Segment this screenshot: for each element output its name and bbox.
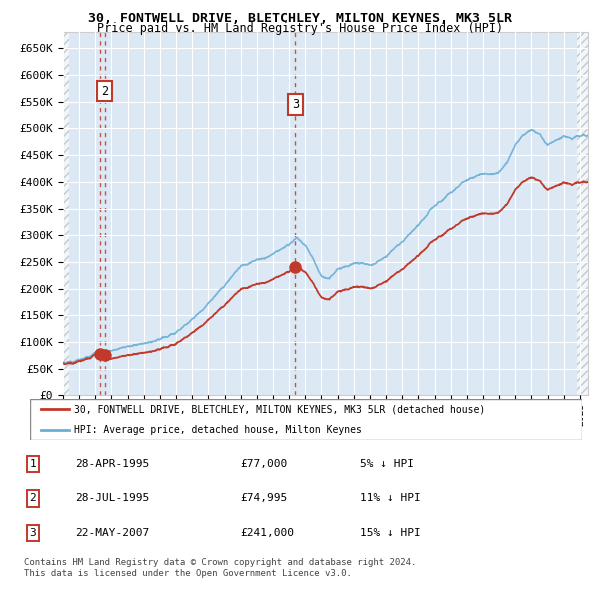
Text: Price paid vs. HM Land Registry's House Price Index (HPI): Price paid vs. HM Land Registry's House … [97,22,503,35]
Text: Contains HM Land Registry data © Crown copyright and database right 2024.
This d: Contains HM Land Registry data © Crown c… [24,558,416,578]
Text: 2: 2 [101,84,108,98]
Text: 30, FONTWELL DRIVE, BLETCHLEY, MILTON KEYNES, MK3 5LR: 30, FONTWELL DRIVE, BLETCHLEY, MILTON KE… [88,12,512,25]
Text: 28-JUL-1995: 28-JUL-1995 [75,493,149,503]
Bar [63,32,68,395]
Text: 3: 3 [292,98,299,111]
Text: 3: 3 [29,527,37,537]
Text: £241,000: £241,000 [240,527,294,537]
Text: 15% ↓ HPI: 15% ↓ HPI [360,527,421,537]
Text: HPI: Average price, detached house, Milton Keynes: HPI: Average price, detached house, Milt… [74,425,362,434]
Text: 1: 1 [29,459,37,469]
Bar [577,32,588,395]
Text: £74,995: £74,995 [240,493,287,503]
Text: 11% ↓ HPI: 11% ↓ HPI [360,493,421,503]
Text: 28-APR-1995: 28-APR-1995 [75,459,149,469]
FancyBboxPatch shape [30,399,582,440]
Text: 2: 2 [29,493,37,503]
Text: £77,000: £77,000 [240,459,287,469]
Text: 22-MAY-2007: 22-MAY-2007 [75,527,149,537]
Text: 30, FONTWELL DRIVE, BLETCHLEY, MILTON KEYNES, MK3 5LR (detached house): 30, FONTWELL DRIVE, BLETCHLEY, MILTON KE… [74,405,485,414]
Text: 5% ↓ HPI: 5% ↓ HPI [360,459,414,469]
